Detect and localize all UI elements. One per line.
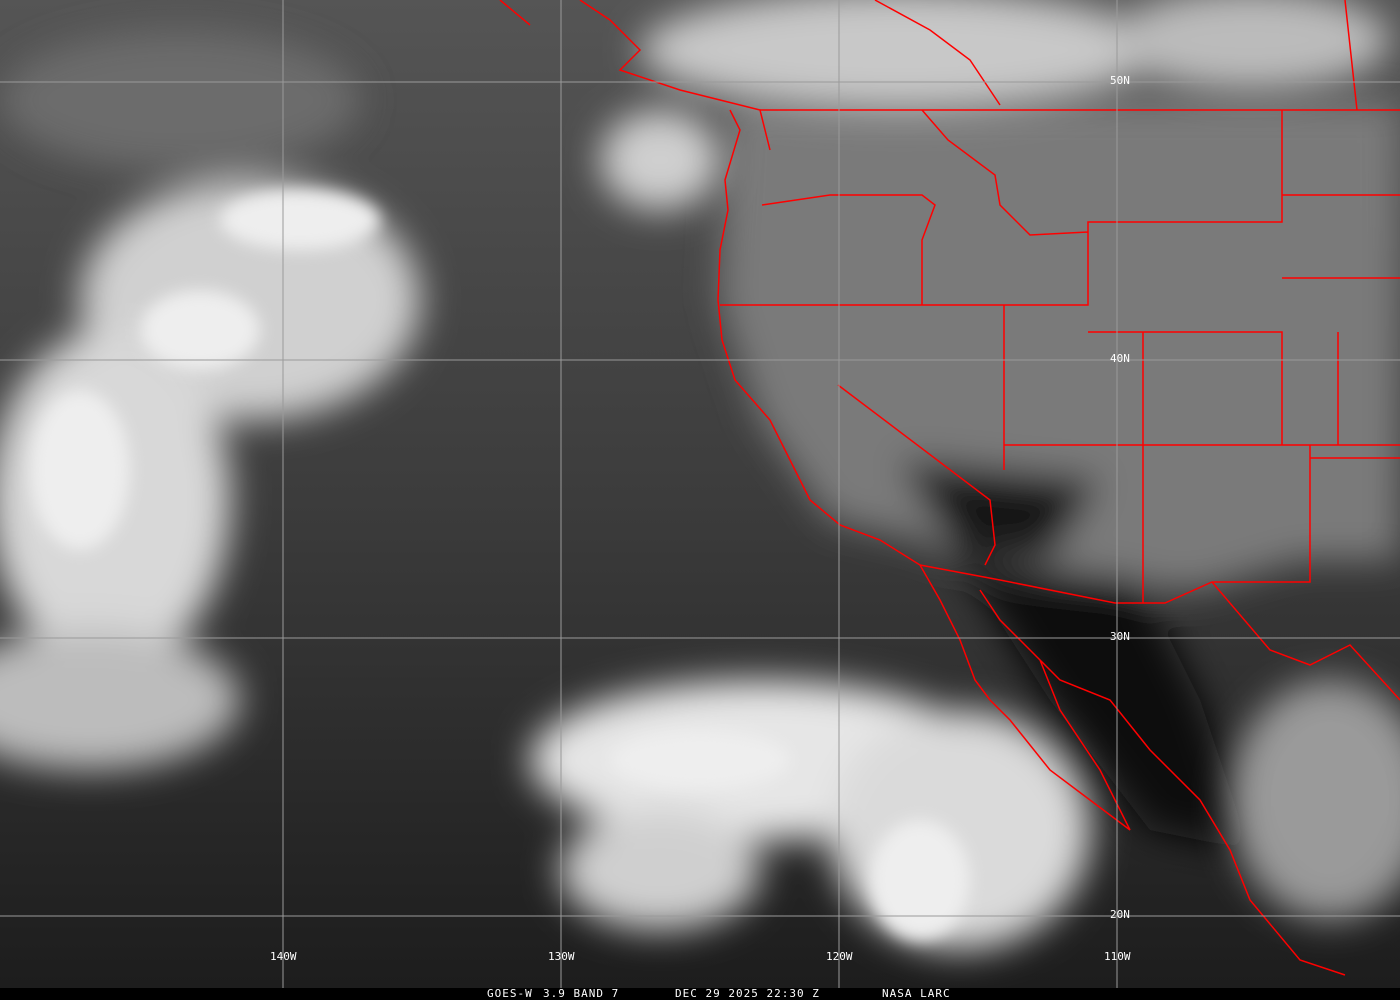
state-borders [720, 0, 1400, 701]
lon-label-120w: 120W [826, 950, 853, 963]
product-name: 3.9 BAND 7 [543, 987, 620, 1000]
caption-bar: GOES-W 3.9 BAND 7 DEC 29 2025 22:30 Z NA… [0, 987, 1400, 1000]
bc-coast [499, 0, 771, 151]
lon-label-130w: 130W [548, 950, 575, 963]
lat-label-50n: 50N [1110, 74, 1130, 87]
lon-label-140w: 140W [270, 950, 297, 963]
lat-label-30n: 30N [1110, 630, 1130, 643]
timestamp: DEC 29 2025 22:30 Z [675, 987, 820, 1000]
lon-label-110w: 110W [1104, 950, 1131, 963]
lat-label-20n: 20N [1110, 908, 1130, 921]
source-credit: NASA LARC [882, 987, 951, 1000]
lat-label-40n: 40N [1110, 352, 1130, 365]
satellite-name: GOES-W [487, 987, 533, 1000]
cloud-details [30, 190, 970, 940]
